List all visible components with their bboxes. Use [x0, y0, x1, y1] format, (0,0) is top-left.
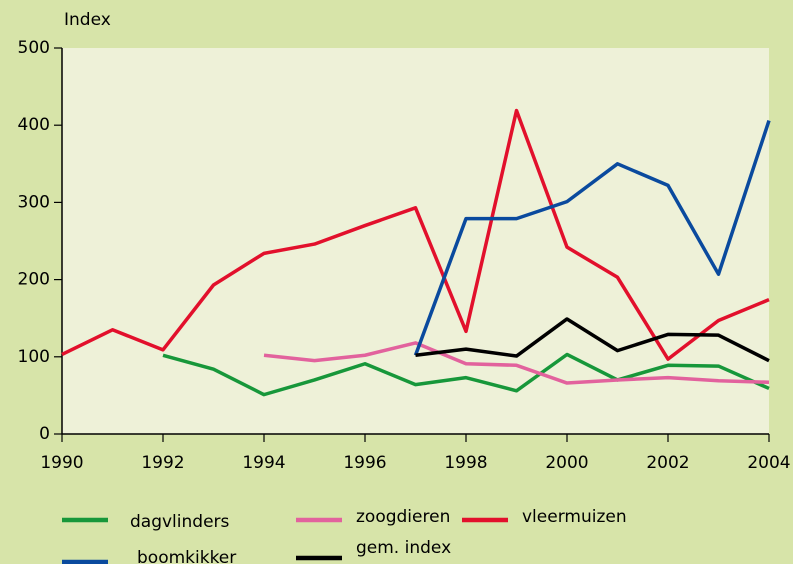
series-line — [413, 120, 771, 356]
legend-label: gem. index — [356, 538, 451, 558]
y-tick-label: 200 — [18, 270, 50, 290]
y-tick-label: 500 — [18, 38, 50, 58]
x-tick-label: 2004 — [747, 453, 790, 473]
y-tick-label: 300 — [18, 192, 50, 212]
legend-label: boomkikker — [137, 548, 236, 564]
x-tick-label: 1992 — [141, 453, 184, 473]
x-tick-label: 1994 — [242, 453, 285, 473]
y-tick-label: 100 — [18, 347, 50, 367]
x-tick-label: 1998 — [444, 453, 487, 473]
x-tick-label: 1996 — [343, 453, 386, 473]
series-line — [61, 108, 770, 361]
series-line — [415, 317, 770, 363]
legend-label: dagvlinders — [130, 512, 230, 532]
legend-label: vleermuizen — [522, 507, 627, 527]
x-tick-label: 1990 — [40, 453, 83, 473]
y-tick-label: 0 — [39, 424, 50, 444]
y-axis-label: Index — [64, 10, 111, 30]
plot-area — [62, 48, 769, 434]
y-tick-label: 400 — [18, 115, 50, 135]
legend-label: zoogdieren — [356, 507, 450, 527]
x-tick-label: 2002 — [646, 453, 689, 473]
x-tick-label: 2000 — [545, 453, 588, 473]
series-line — [263, 341, 770, 385]
series-line — [162, 352, 770, 397]
